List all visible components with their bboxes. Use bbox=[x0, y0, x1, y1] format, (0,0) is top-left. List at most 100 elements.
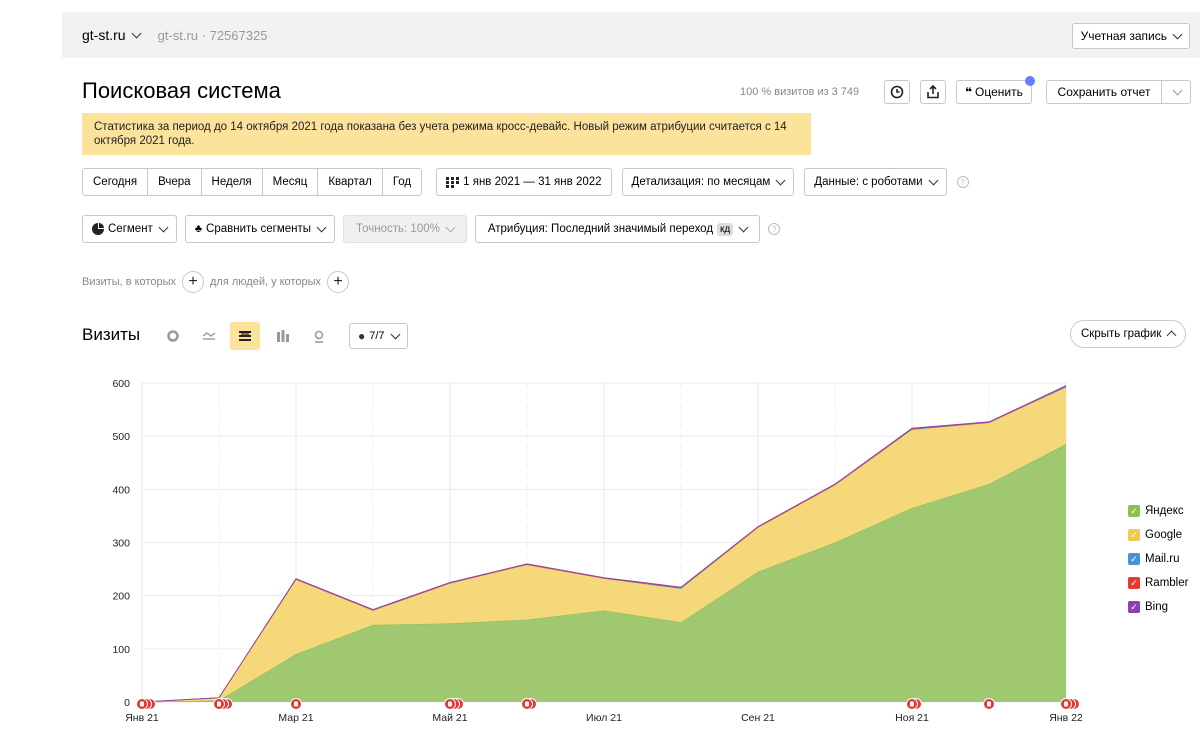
detail-dropdown[interactable]: Детализация: по месяцам bbox=[621, 168, 795, 196]
chevron-down-icon bbox=[928, 175, 939, 185]
chevron-up-icon bbox=[1166, 330, 1177, 341]
period-today[interactable]: Сегодня bbox=[83, 169, 149, 195]
checkbox-icon: ✓ bbox=[1128, 529, 1140, 541]
save-options-button[interactable] bbox=[1161, 80, 1191, 104]
checkbox-icon: ✓ bbox=[1128, 553, 1140, 565]
date-range-button[interactable]: 1 янв 2021 — 31 янв 2022 bbox=[436, 168, 612, 196]
x-tick-label: Сен 21 bbox=[741, 712, 775, 724]
chevron-down-icon bbox=[738, 222, 749, 232]
add-people-filter-button[interactable]: + bbox=[327, 271, 349, 293]
area-Google bbox=[142, 387, 1066, 702]
save-report-label: Сохранить отчет bbox=[1057, 85, 1151, 99]
export-button[interactable] bbox=[920, 80, 946, 104]
legend-label: Google bbox=[1145, 529, 1183, 541]
y-tick-label: 300 bbox=[112, 538, 130, 550]
chart-type-map[interactable] bbox=[304, 322, 334, 350]
legend-item-mailru[interactable]: ✓ Mail.ru bbox=[1128, 547, 1188, 571]
period-week[interactable]: Неделя bbox=[202, 169, 263, 195]
accuracy-label: Точность: 100% bbox=[356, 223, 440, 235]
area-Mail.ru bbox=[142, 386, 1066, 702]
annotation-marker bbox=[1060, 698, 1080, 710]
rate-button-label: Оценить bbox=[975, 85, 1023, 99]
legend-item-google[interactable]: ✓ Google bbox=[1128, 523, 1188, 547]
rate-button[interactable]: ❝ Оценить bbox=[956, 76, 1035, 104]
area-chart-icon bbox=[239, 331, 251, 341]
compare-label: Сравнить сегменты bbox=[206, 223, 312, 235]
pie-chart-icon bbox=[167, 330, 179, 342]
annotation-marker bbox=[444, 698, 464, 710]
attribution-label: Атрибуция: Последний значимый переход bbox=[487, 223, 714, 235]
chart-title: Визиты bbox=[82, 325, 141, 344]
attribution-dropdown[interactable]: Атрибуция: Последний значимый переход кд bbox=[474, 215, 761, 243]
line-chart-icon bbox=[202, 332, 216, 340]
chevron-down-icon bbox=[158, 222, 169, 232]
counter-id: gt-st.ru · 72567325 bbox=[157, 27, 268, 43]
share-icon bbox=[927, 85, 939, 99]
chart-grid bbox=[141, 382, 1067, 703]
line-Яндекс bbox=[141, 443, 1067, 703]
help-icon[interactable]: ? bbox=[956, 176, 969, 188]
data-mode-label: Данные: с роботами bbox=[814, 176, 923, 188]
save-report-button[interactable]: Сохранить отчет bbox=[1046, 80, 1162, 104]
line-Mail.ru bbox=[141, 385, 1067, 703]
legend-label: Bing bbox=[1145, 601, 1169, 613]
accuracy-dropdown[interactable]: Точность: 100% bbox=[343, 215, 467, 243]
period-year[interactable]: Год bbox=[392, 176, 412, 188]
attribution-notice: Статистика за период до 14 октября 2021 … bbox=[82, 113, 811, 155]
hide-chart-label: Скрыть график bbox=[1081, 328, 1162, 340]
legend-item-bing[interactable]: ✓ Bing bbox=[1128, 595, 1188, 619]
hide-chart-button[interactable]: Скрыть график bbox=[1070, 320, 1187, 348]
legend-item-rambler[interactable]: ✓ Rambler bbox=[1128, 571, 1188, 595]
period-quarter[interactable]: Квартал bbox=[318, 169, 383, 195]
filter-row: Визиты, в которых + для людей, у которых… bbox=[82, 271, 349, 293]
top-bar: gt-st.ru gt-st.ru · 72567325 Учетная зап… bbox=[62, 12, 1200, 58]
segment-dropdown[interactable]: Сегмент bbox=[82, 215, 177, 243]
chart-type-bar[interactable] bbox=[268, 322, 298, 350]
area-Яндекс bbox=[142, 444, 1066, 702]
x-tick-label: Июл 21 bbox=[586, 712, 622, 724]
line-Google bbox=[141, 386, 1067, 703]
x-tick-label: Мар 21 bbox=[278, 712, 313, 724]
account-button[interactable]: Учетная запись bbox=[1071, 23, 1190, 49]
attribution-badge: кд bbox=[717, 222, 734, 236]
chevron-down-icon bbox=[445, 222, 456, 232]
chevron-down-icon bbox=[131, 28, 142, 38]
map-pin-icon bbox=[314, 330, 324, 343]
bar-chart-icon bbox=[277, 330, 289, 342]
line-Bing bbox=[141, 385, 1067, 703]
history-button[interactable] bbox=[884, 80, 910, 104]
people-filter-label: для людей, у которых bbox=[210, 276, 321, 288]
chart-type-line[interactable] bbox=[194, 322, 224, 350]
help-icon[interactable]: ? bbox=[768, 223, 781, 235]
detail-label: Детализация: по месяцам bbox=[631, 176, 771, 188]
quote-icon: ❝ bbox=[965, 85, 973, 99]
comment-icon: ● bbox=[358, 329, 366, 343]
chart-type-area[interactable] bbox=[230, 322, 260, 350]
annotations-dropdown[interactable]: ● 7/7 bbox=[349, 323, 408, 349]
site-selector[interactable]: gt-st.ru bbox=[82, 27, 142, 43]
pie-icon bbox=[92, 223, 104, 235]
x-axis-ticks: Янв 21 Мар 21 Май 21 Июл 21 Сен 21 Ноя 21 Янв … bbox=[125, 712, 1083, 724]
x-tick-label: Ноя 21 bbox=[895, 712, 929, 724]
period-month[interactable]: Месяц bbox=[263, 169, 319, 195]
add-visit-filter-button[interactable]: + bbox=[182, 271, 204, 293]
chevron-down-icon bbox=[775, 175, 786, 185]
y-tick-label: 100 bbox=[112, 644, 130, 656]
annotation-marker bbox=[983, 698, 995, 710]
period-yesterday[interactable]: Вчера bbox=[148, 169, 202, 195]
y-tick-label: 200 bbox=[112, 591, 130, 603]
compare-icon: ♣ bbox=[194, 223, 203, 235]
data-mode-dropdown[interactable]: Данные: с роботами bbox=[804, 168, 947, 196]
segment-label: Сегмент bbox=[108, 223, 153, 235]
annotation-marker bbox=[213, 698, 233, 710]
annotation-markers bbox=[136, 698, 1080, 710]
compare-segments-dropdown[interactable]: ♣ Сравнить сегменты bbox=[184, 215, 336, 243]
legend-item-yandex[interactable]: ✓ Яндекс bbox=[1128, 499, 1188, 523]
y-axis-ticks: 0 100 200 300 400 500 600 bbox=[112, 378, 130, 709]
plot-frame bbox=[141, 382, 1067, 703]
chart-legend: ✓ Яндекс ✓ Google ✓ Mail.ru ✓ Rambler ✓ … bbox=[1128, 499, 1188, 619]
y-tick-label: 0 bbox=[124, 697, 130, 709]
period-selector: Сегодня Вчера Неделя Месяц Квартал Год bbox=[82, 168, 423, 196]
chart-type-pie[interactable] bbox=[158, 322, 188, 350]
chevron-down-icon bbox=[390, 329, 400, 339]
